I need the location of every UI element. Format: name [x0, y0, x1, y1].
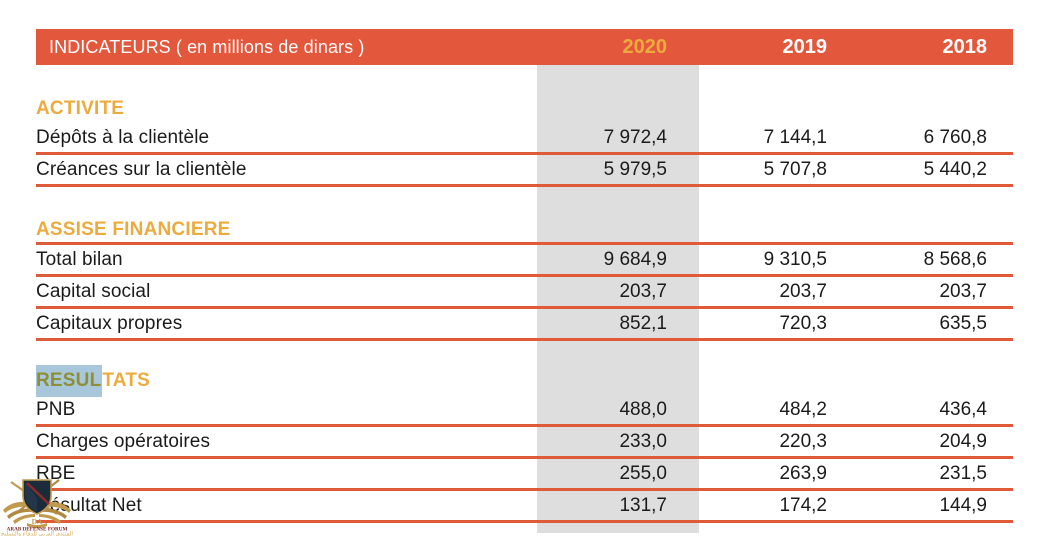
value-2020: 9 684,9: [603, 248, 667, 270]
value-2019: 220,3: [779, 430, 827, 452]
row-label: Capitaux propres: [36, 312, 183, 334]
table-row: Capital social 203,7 203,7 203,7: [36, 277, 1013, 309]
indicators-table: INDICATEURS ( en millions de dinars ) 20…: [36, 29, 1013, 523]
column-header-2018: 2018: [942, 35, 988, 58]
table-row: Résultat Net 131,7 174,2 144,9: [36, 491, 1013, 523]
svg-text:المنتدى العربي للدفاع والتسليح: المنتدى العربي للدفاع والتسليح: [1, 532, 73, 537]
selected-text: RESUL: [36, 365, 103, 397]
value-2019: 484,2: [779, 398, 827, 420]
value-2019: 5 707,8: [763, 158, 827, 180]
value-2019: 7 144,1: [763, 126, 827, 148]
section-title-rest: TATS: [102, 370, 150, 391]
row-label: Total bilan: [36, 248, 123, 270]
value-2020: 233,0: [619, 430, 667, 452]
svg-text:DA: DA: [32, 517, 43, 526]
value-2020: 488,0: [619, 398, 667, 420]
value-2018: 231,5: [939, 462, 987, 484]
value-2019: 174,2: [779, 494, 827, 516]
section-title-assise-financiere: ASSISE FINANCIERE: [36, 217, 1013, 245]
table-row: RBE 255,0 263,9 231,5: [36, 459, 1013, 491]
value-2020: 5 979,5: [603, 158, 667, 180]
value-2018: 5 440,2: [923, 158, 987, 180]
year-2020-highlight-column: [537, 65, 699, 533]
value-2019: 9 310,5: [763, 248, 827, 270]
table-row: Créances sur la clientèle 5 979,5 5 707,…: [36, 155, 1013, 187]
value-2018: 144,9: [939, 494, 987, 516]
row-label: RBE: [36, 462, 76, 484]
table-row: Capitaux propres 852,1 720,3 635,5: [36, 309, 1013, 341]
row-label: Capital social: [36, 280, 151, 302]
value-2019: 720,3: [779, 312, 827, 334]
value-2018: 204,9: [939, 430, 987, 452]
value-2019: 263,9: [779, 462, 827, 484]
table-title: INDICATEURS ( en millions de dinars ): [49, 36, 365, 57]
value-2018: 8 568,6: [923, 248, 987, 270]
row-label: Résultat Net: [36, 494, 142, 516]
value-2018: 635,5: [939, 312, 987, 334]
value-2020: 131,7: [619, 494, 667, 516]
table-row: Total bilan 9 684,9 9 310,5 8 568,6: [36, 245, 1013, 277]
table-header-bar: INDICATEURS ( en millions de dinars ) 20…: [36, 29, 1013, 65]
value-2020: 255,0: [619, 462, 667, 484]
shield-wings-logo-icon: DA ARAB DEFENSE FORUM المنتدى العربي للد…: [1, 479, 73, 537]
table-row: PNB 488,0 484,2 436,4: [36, 395, 1013, 427]
row-label: Dépôts à la clientèle: [36, 126, 210, 148]
value-2020: 203,7: [619, 280, 667, 302]
section-title-resultats: RESUL TATS: [36, 365, 1013, 397]
section-title-activite: ACTIVITE: [36, 98, 125, 119]
row-label: Créances sur la clientèle: [36, 158, 247, 180]
value-2018: 6 760,8: [923, 126, 987, 148]
value-2020: 852,1: [619, 312, 667, 334]
value-2019: 203,7: [779, 280, 827, 302]
value-2018: 436,4: [939, 398, 987, 420]
row-label: PNB: [36, 398, 76, 420]
arab-defense-forum-watermark: DA ARAB DEFENSE FORUM المنتدى العربي للد…: [1, 474, 101, 537]
column-header-2020: 2020: [622, 35, 668, 58]
row-label: Charges opératoires: [36, 430, 211, 452]
column-header-2019: 2019: [782, 35, 828, 58]
value-2020: 7 972,4: [603, 126, 667, 148]
svg-text:ARAB DEFENSE FORUM: ARAB DEFENSE FORUM: [7, 527, 68, 533]
value-2018: 203,7: [939, 280, 987, 302]
table-row: Dépôts à la clientèle 7 972,4 7 144,1 6 …: [36, 123, 1013, 155]
table-row: Charges opératoires 233,0 220,3 204,9: [36, 427, 1013, 459]
